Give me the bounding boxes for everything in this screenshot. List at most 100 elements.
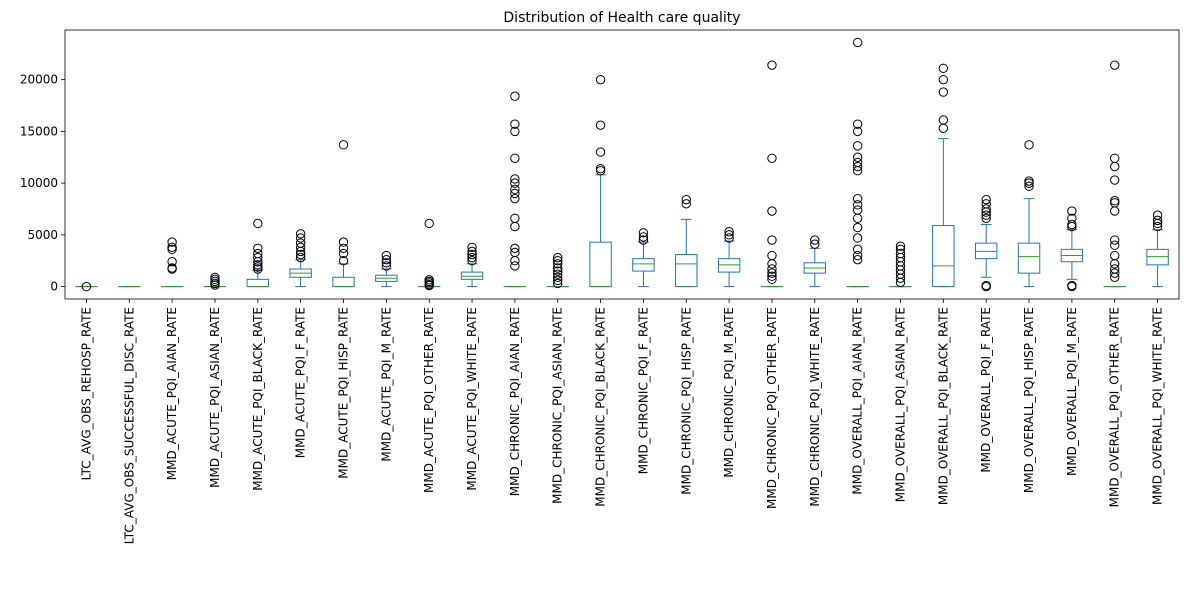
outlier-point: [467, 242, 477, 252]
outlier-point: [510, 256, 520, 266]
outlier-point: [938, 74, 949, 85]
outlier-point: [510, 188, 520, 199]
box-group: [460, 242, 484, 288]
outlier-point: [510, 261, 520, 271]
outlier-point: [510, 174, 520, 184]
outlier-point: [424, 275, 434, 285]
outlier-point: [767, 271, 777, 281]
chart-title: Distribution of Health care quality: [503, 10, 740, 26]
outlier-point: [81, 281, 92, 292]
outlier-point: [253, 252, 263, 263]
x-tick-label: MMD_ACUTE_PQI_AIAN_RATE: [165, 307, 179, 480]
outlier-point: [1110, 153, 1120, 163]
box-group: [1103, 60, 1126, 288]
outlier-point: [295, 229, 306, 239]
outlier-point: [338, 256, 349, 266]
box-group: [803, 235, 827, 288]
outlier-point: [595, 74, 606, 85]
outlier-point: [467, 252, 477, 263]
outlier-point: [553, 269, 563, 279]
x-tick-label: MMD_CHRONIC_PQI_F_RATE: [636, 307, 650, 474]
iqr-box: [332, 276, 355, 288]
outlier-point: [553, 259, 563, 269]
x-tick-label: MMD_OVERALL_PQI_F_RATE: [979, 307, 993, 473]
outlier-point: [1110, 259, 1120, 269]
outlier-point: [510, 184, 520, 195]
outlier-point: [510, 221, 520, 232]
x-tick-label: MMD_CHRONIC_PQI_M_RATE: [722, 307, 736, 478]
outlier-point: [167, 263, 177, 273]
box-group: [546, 252, 569, 289]
x-tick-label: MMD_CHRONIC_PQI_ASIAN_RATE: [551, 307, 565, 504]
x-tick-label: MMD_OVERALL_PQI_ASIAN_RATE: [894, 307, 908, 502]
box-group: [675, 194, 698, 288]
outlier-point: [852, 193, 863, 204]
outlier-point: [981, 210, 991, 220]
box-group: [503, 91, 527, 288]
outlier-point: [852, 161, 863, 172]
iqr-box: [932, 225, 955, 288]
x-tick-label: MMD_CHRONIC_PQI_AIAN_RATE: [508, 307, 522, 496]
outlier-point: [424, 218, 434, 229]
x-tick-label: MMD_OVERALL_PQI_M_RATE: [1065, 307, 1079, 476]
y-tick-label: 10000: [20, 176, 58, 190]
outlier-point: [852, 233, 863, 243]
iqr-box: [1146, 248, 1169, 266]
outlier-point: [167, 242, 177, 252]
outlier-point: [981, 280, 991, 291]
outlier-point: [638, 228, 649, 238]
outlier-point: [510, 153, 520, 163]
outlier-point: [167, 257, 177, 267]
outlier-point: [981, 199, 991, 209]
x-tick-label: MMD_CHRONIC_PQI_WHITE_RATE: [808, 307, 822, 507]
outlier-point: [852, 213, 863, 224]
box-group: [1146, 210, 1169, 288]
iqr-box: [460, 271, 484, 280]
outlier-point: [724, 233, 734, 243]
outlier-point: [381, 258, 392, 268]
outlier-point: [595, 147, 606, 157]
outlier-point: [553, 278, 563, 289]
outlier-point: [253, 248, 263, 259]
outlier-point: [467, 249, 477, 260]
outlier-point: [895, 241, 906, 251]
box-group: [203, 272, 227, 290]
box-group: [75, 281, 98, 292]
box-group: [289, 229, 312, 288]
x-tick-label: MMD_ACUTE_PQI_F_RATE: [294, 307, 308, 458]
y-tick-label: 20000: [20, 73, 58, 87]
outlier-point: [981, 204, 991, 214]
y-tick-label: 0: [50, 280, 58, 294]
outlier-point: [1110, 250, 1120, 261]
outlier-point: [767, 274, 777, 285]
outlier-point: [1110, 196, 1120, 206]
outlier-point: [253, 243, 263, 254]
outlier-point: [1110, 268, 1120, 278]
box-group: [246, 218, 270, 288]
outlier-point: [1110, 235, 1120, 245]
outlier-point: [1110, 175, 1120, 185]
outlier-point: [553, 256, 563, 266]
outlier-point: [724, 227, 734, 237]
outlier-point: [938, 123, 949, 133]
outlier-point: [295, 233, 306, 243]
outlier-point: [1067, 219, 1077, 230]
outlier-point: [1067, 206, 1077, 216]
outlier-point: [767, 206, 777, 216]
x-tick-label: MMD_CHRONIC_PQI_BLACK_RATE: [594, 307, 608, 507]
x-tick-label: MMD_ACUTE_PQI_OTHER_RATE: [422, 307, 436, 493]
iqr-box: [974, 242, 998, 260]
outlier-point: [1110, 161, 1120, 172]
box-group: [760, 60, 784, 288]
outlier-point: [338, 237, 349, 247]
x-tick-label: MMD_ACUTE_PQI_ASIAN_RATE: [208, 307, 222, 488]
box-group: [417, 218, 441, 291]
outlier-point: [1152, 210, 1163, 220]
outlier-point: [852, 250, 863, 261]
box-group: [332, 140, 355, 288]
outlier-point: [1067, 213, 1077, 224]
y-tick-label: 15000: [20, 124, 58, 138]
outlier-point: [1152, 215, 1163, 226]
outlier-point: [767, 60, 777, 70]
